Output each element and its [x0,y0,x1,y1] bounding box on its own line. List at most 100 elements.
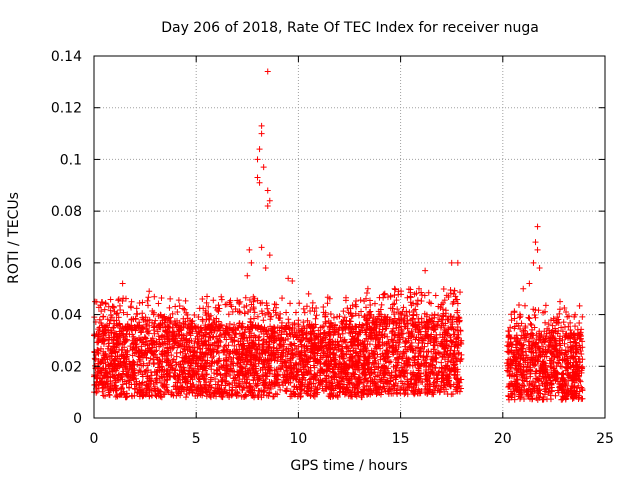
data-point [310,376,317,383]
data-point [133,340,140,347]
data-point [552,376,559,383]
data-point [321,375,328,382]
data-point [214,327,221,334]
data-point [554,330,561,337]
data-point [118,390,125,397]
data-point [362,329,369,336]
data-point [317,380,324,387]
data-point [421,310,428,317]
data-point [207,376,214,383]
data-point [164,339,171,346]
data-point [167,295,174,302]
data-point [541,308,548,315]
data-point [235,369,242,376]
data-point [114,310,121,317]
data-point [426,362,433,369]
data-point [138,343,145,350]
data-point [156,343,163,350]
data-point [355,389,362,396]
data-point [145,294,152,301]
data-point [366,297,373,304]
data-point [317,366,324,373]
data-point [386,372,393,379]
data-point [506,333,513,340]
data-point [559,376,566,383]
data-point [153,372,160,379]
data-point [320,323,327,330]
data-point [343,343,350,350]
data-point [117,373,124,380]
data-point [425,332,432,339]
data-point [262,369,269,376]
data-point [432,292,439,299]
data-point [225,311,232,318]
data-point [513,380,520,387]
data-point [255,323,262,330]
data-point [406,383,413,390]
data-point [363,387,370,394]
data-point [202,375,209,382]
data-point [386,386,393,393]
data-point [328,386,335,393]
data-point [301,372,308,379]
data-point [563,333,570,340]
data-point [361,313,368,320]
data-point [412,362,419,368]
data-point [252,363,259,370]
data-point [432,349,439,356]
data-point [337,366,344,373]
data-point [451,372,458,379]
data-point [442,331,449,338]
data-point [136,319,143,326]
data-point [534,389,541,396]
data-point [186,346,193,353]
data-point [144,317,151,324]
data-point [425,348,432,355]
data-point [418,289,425,296]
data-point [340,308,347,315]
data-point [518,371,525,378]
data-point [211,359,218,366]
data-point [139,310,146,317]
data-point [448,343,455,350]
data-point [550,350,557,357]
data-point [98,358,105,365]
data-point [230,354,237,361]
data-point [392,376,399,383]
data-point [142,368,149,375]
data-point [164,387,171,394]
data-point [440,285,447,292]
data-point [186,371,193,378]
data-point [507,340,514,347]
data-point [303,388,310,395]
data-point [353,298,360,305]
data-point [291,320,298,327]
data-point [442,345,449,352]
data-point [110,303,117,310]
data-point [540,343,547,350]
data-point [548,381,555,388]
data-point [157,324,164,331]
data-point [197,382,204,389]
data-point [253,383,260,390]
data-point [562,364,569,371]
data-point [211,387,218,394]
data-point [299,358,306,365]
data-point [406,309,413,316]
data-point [541,374,548,381]
data-point [102,336,109,343]
data-point [91,355,98,362]
data-point [403,386,410,393]
data-point [271,328,278,335]
data-point [151,330,158,337]
data-point [326,324,333,331]
data-point [423,372,430,379]
data-point [345,309,352,316]
data-point [226,391,233,398]
data-point [328,375,335,382]
data-point [447,286,454,293]
data-point [559,370,566,377]
data-point [334,338,341,345]
data-point [260,326,267,333]
